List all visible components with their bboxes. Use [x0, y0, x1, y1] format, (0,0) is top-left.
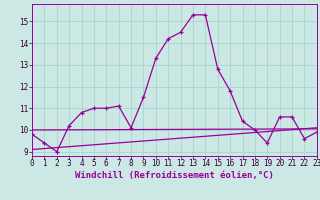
- X-axis label: Windchill (Refroidissement éolien,°C): Windchill (Refroidissement éolien,°C): [75, 171, 274, 180]
